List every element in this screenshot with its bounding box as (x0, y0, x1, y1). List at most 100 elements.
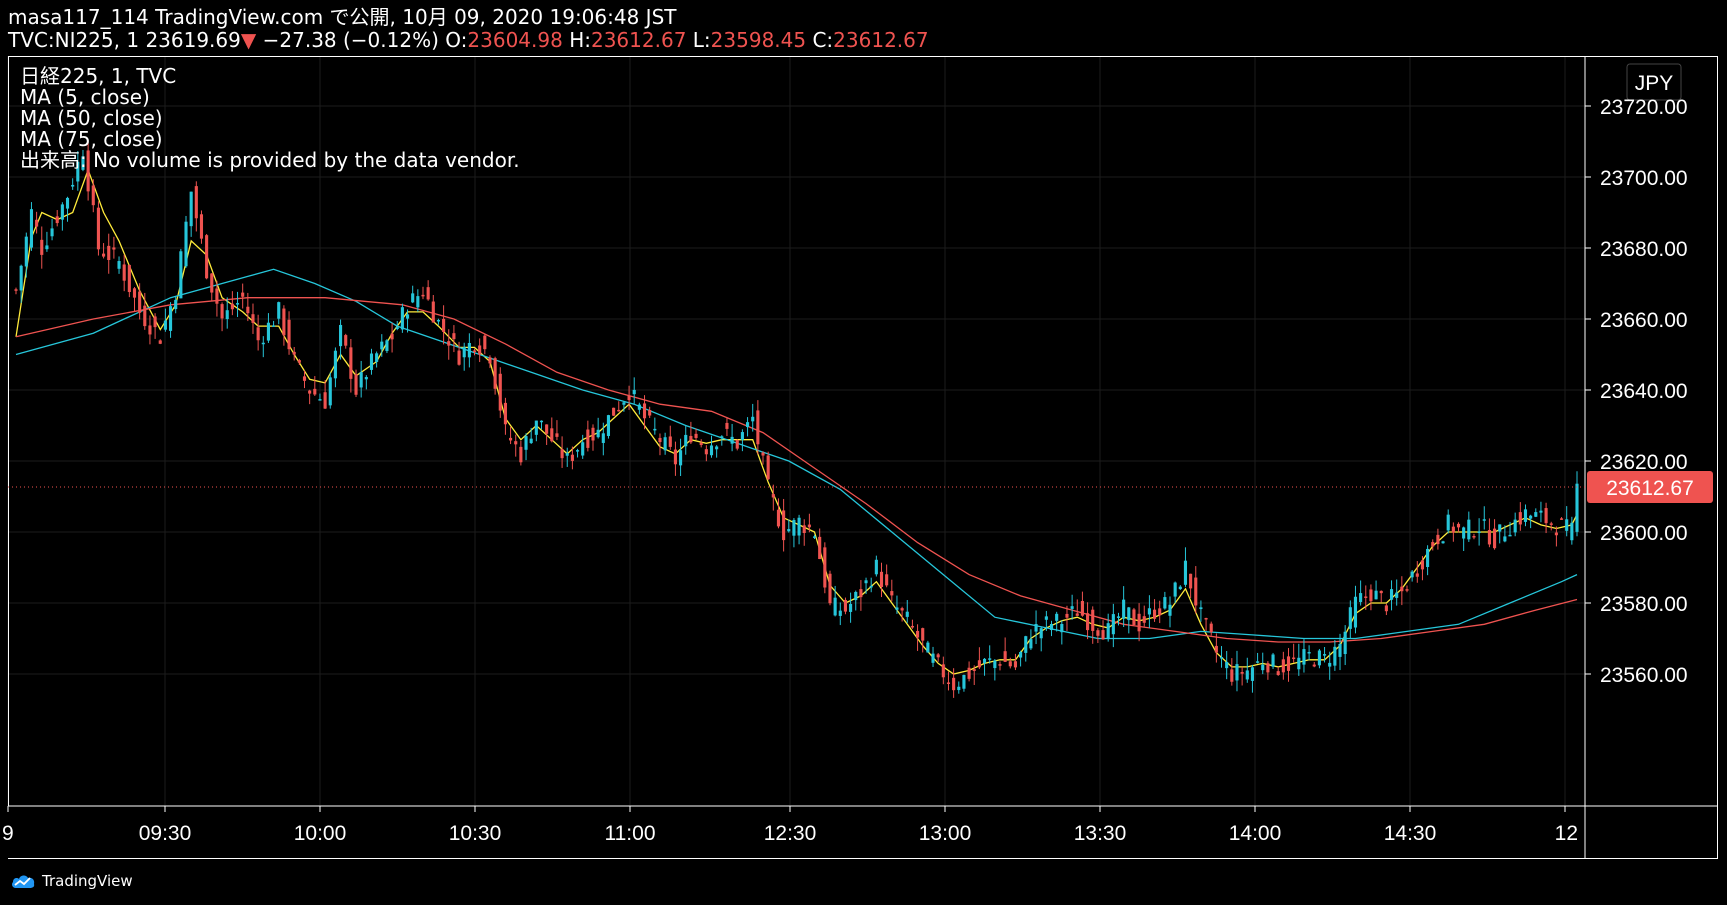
candle (1374, 580, 1378, 600)
candle (168, 302, 173, 338)
candle (1389, 580, 1394, 611)
candle (890, 579, 894, 602)
candle (581, 434, 585, 459)
candle (1436, 528, 1440, 550)
candle (308, 389, 312, 405)
candle-body (102, 253, 106, 257)
low-value: 23598.45 (710, 28, 807, 52)
candle-body (297, 360, 301, 363)
candle (854, 590, 858, 611)
candle (483, 334, 487, 355)
candle-body (1384, 605, 1388, 612)
candle (344, 333, 348, 349)
candle (1359, 580, 1363, 606)
candle (1307, 645, 1311, 661)
candle-body (586, 429, 590, 448)
candle-body (1379, 590, 1383, 594)
candle (751, 403, 755, 432)
candle (102, 243, 106, 259)
candle-body (1013, 661, 1018, 668)
candle-body (539, 420, 544, 423)
ma5-line (15, 167, 1578, 675)
tradingview-cloud-icon (12, 875, 35, 888)
moving-averages (15, 167, 1578, 675)
candle (1122, 586, 1126, 628)
candle-body (205, 235, 209, 279)
candle-body (612, 407, 616, 416)
candle-body (1539, 510, 1543, 513)
candle (241, 283, 245, 309)
time-tick-label: 12 (1555, 822, 1578, 845)
candle (50, 218, 54, 241)
candle-body (941, 664, 945, 678)
candle-body (117, 261, 121, 269)
candle (1266, 661, 1270, 680)
candle (462, 342, 466, 371)
candle (390, 322, 394, 353)
candle-body (1261, 664, 1265, 671)
candle (998, 661, 1002, 671)
candle (807, 513, 811, 533)
candle-body (344, 335, 348, 346)
high-label: H: (569, 28, 591, 52)
candle (65, 196, 70, 222)
candle (972, 665, 976, 686)
candle-body (1230, 669, 1234, 682)
last-price-tag-label: 23612.67 (1606, 477, 1694, 500)
candle-body (107, 245, 111, 260)
candle-body (359, 372, 363, 388)
candle (1147, 595, 1151, 629)
time-tick-label: 12:30 (764, 822, 817, 845)
candle-body (761, 452, 765, 456)
candle-body (256, 327, 260, 341)
candle (1549, 521, 1553, 531)
legend-ma75[interactable]: MA (75, close) (20, 127, 163, 151)
candle (132, 287, 137, 312)
candle-body (1204, 618, 1208, 620)
ma50-line (15, 268, 1578, 640)
candle-body (818, 536, 822, 560)
candle (251, 303, 255, 334)
candle-body (50, 228, 54, 237)
candle (1379, 590, 1383, 603)
candle-body (1554, 532, 1558, 536)
candle-body (622, 402, 626, 405)
candle (199, 210, 204, 244)
candle (926, 640, 930, 653)
candle (869, 577, 873, 593)
candle (205, 233, 209, 280)
candle (1529, 514, 1533, 529)
candle (411, 285, 415, 304)
legend-ma50[interactable]: MA (50, close) (20, 106, 163, 130)
candle (1431, 539, 1435, 551)
candle-body (416, 296, 420, 308)
candle (570, 446, 574, 470)
candle-body (1070, 606, 1074, 609)
candle-body (1462, 527, 1466, 539)
candle (19, 264, 23, 303)
brand-label: TradingView (42, 872, 133, 890)
candle-body (519, 446, 523, 463)
candle (467, 333, 471, 368)
candle (787, 519, 791, 533)
candle-body (369, 353, 374, 370)
candle-body (220, 304, 224, 319)
candle (1101, 620, 1105, 640)
candle (524, 433, 528, 461)
candle-body (29, 209, 34, 248)
candle-body (452, 333, 456, 340)
candle (143, 292, 147, 330)
legend-ma5[interactable]: MA (5, close) (20, 85, 150, 109)
candle (364, 375, 368, 390)
candle-body (478, 345, 482, 355)
candle-body (318, 399, 322, 401)
candle-body (411, 293, 415, 303)
candle (457, 341, 461, 366)
candle-body (1348, 607, 1352, 629)
candle (1070, 594, 1074, 620)
candle-body (648, 410, 652, 416)
currency-button[interactable] (1626, 63, 1682, 101)
candle-body (1518, 512, 1522, 525)
candle-body (921, 628, 925, 641)
